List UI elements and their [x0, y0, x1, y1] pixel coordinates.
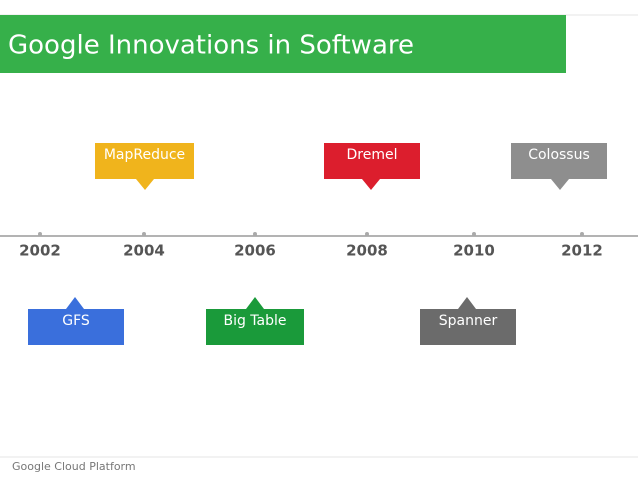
year-tick — [38, 232, 42, 236]
event-pointer — [66, 297, 84, 309]
year-tick — [580, 232, 584, 236]
event-label: Big Table — [223, 313, 286, 329]
event-pointer — [136, 179, 154, 190]
year-label: 2002 — [19, 242, 61, 260]
event-pointer — [458, 297, 476, 309]
event-label: Colossus — [528, 147, 590, 163]
event-box — [28, 309, 124, 345]
year-tick — [253, 232, 257, 236]
event-label: Dremel — [347, 147, 398, 163]
event-box — [95, 143, 194, 179]
year-label: 2012 — [561, 242, 603, 260]
year-label: 2008 — [346, 242, 388, 260]
event-label: Spanner — [439, 313, 498, 329]
year-tick — [472, 232, 476, 236]
event-box — [420, 309, 516, 345]
event-box — [206, 309, 304, 345]
year-label: 2006 — [234, 242, 276, 260]
year-label: 2004 — [123, 242, 165, 260]
title: Google Innovations in Software — [8, 31, 414, 61]
event-box — [511, 143, 607, 179]
event-label: MapReduce — [104, 147, 185, 163]
year-tick — [142, 232, 146, 236]
year-label: 2010 — [453, 242, 495, 260]
year-tick — [365, 232, 369, 236]
event-pointer — [551, 179, 569, 190]
event-pointer — [362, 179, 380, 190]
event-pointer — [246, 297, 264, 309]
footer-brand: Google Cloud Platform — [12, 460, 136, 473]
title-bar — [0, 15, 566, 73]
event-label: GFS — [62, 313, 90, 329]
event-box — [324, 143, 420, 179]
